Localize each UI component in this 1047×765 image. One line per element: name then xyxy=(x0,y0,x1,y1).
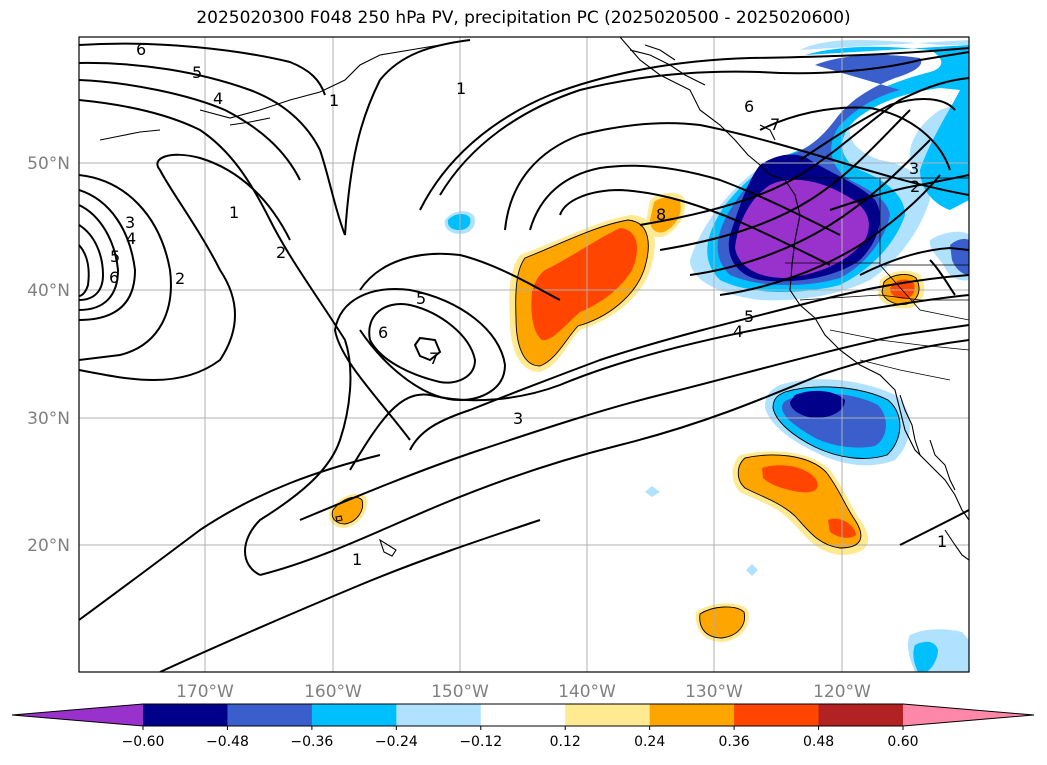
pv-label: 4 xyxy=(126,229,136,248)
colorbar-segment xyxy=(480,704,566,726)
pv-label: 7 xyxy=(429,349,439,368)
pv-label: 8 xyxy=(656,205,666,224)
colorbar-segment xyxy=(818,704,904,726)
lat-label: 50°N xyxy=(27,154,70,174)
pv-label: 1 xyxy=(329,91,339,110)
colorbar: −0.60 −0.48 −0.36 −0.24 −0.12 0.12 0.24 0.36 0.4… xyxy=(11,703,1035,750)
pv-label: 3 xyxy=(909,159,919,178)
colorbar-tick-label: −0.48 xyxy=(206,734,249,750)
pv-label: 1 xyxy=(937,532,947,551)
map-plot-area: 6 5 4 1 1 2 3 4 5 6 1 2 5 6 7 3 1 6 7 8 … xyxy=(79,37,969,672)
lon-label: 150°W xyxy=(431,682,489,702)
lon-label: 160°W xyxy=(304,682,362,702)
latitude-labels: 50°N 40°N 30°N 20°N xyxy=(27,154,70,556)
colorbar-tick-label: −0.24 xyxy=(375,734,418,750)
lat-label: 20°N xyxy=(27,536,70,556)
colorbar-segment xyxy=(143,704,228,726)
colorbar-tick-label: −0.60 xyxy=(122,734,165,750)
colorbar-tick-label: 0.12 xyxy=(550,734,581,750)
lat-label: 40°N xyxy=(27,281,70,301)
pv-label: 5 xyxy=(192,63,202,82)
pv-label: 2 xyxy=(276,243,286,262)
longitude-labels: 170°W 160°W 150°W 140°W 130°W 120°W xyxy=(176,682,871,702)
colorbar-tick-label: 0.24 xyxy=(634,734,665,750)
colorbar-segment xyxy=(311,704,397,726)
pv-label: 1 xyxy=(456,79,466,98)
colorbar-extend-high xyxy=(903,704,1034,726)
pv-label: 4 xyxy=(733,322,743,341)
map-frame xyxy=(78,36,970,673)
pv-label: 3 xyxy=(125,213,135,232)
colorbar-tick-label: 0.60 xyxy=(887,734,918,750)
chart-title: 2025020300 F048 250 hPa PV, precipitatio… xyxy=(196,8,851,28)
pv-label: 1 xyxy=(229,203,239,222)
pv-label: 3 xyxy=(513,409,523,428)
colorbar-segment xyxy=(227,704,313,726)
lon-label: 170°W xyxy=(176,682,234,702)
pv-label: 2 xyxy=(175,269,185,288)
pv-label: 6 xyxy=(744,97,754,116)
pv-label: 5 xyxy=(744,307,754,326)
colorbar-tick-label: 0.48 xyxy=(803,734,834,750)
pv-label: 6 xyxy=(136,40,146,59)
pv-label: 5 xyxy=(416,289,426,308)
colorbar-segment xyxy=(734,704,820,726)
pv-contours xyxy=(79,39,969,672)
colorbar-extend-low xyxy=(12,704,143,726)
pv-label: 6 xyxy=(378,323,388,342)
pv-label: 4 xyxy=(213,89,223,108)
pv-contour-labels: 6 5 4 1 1 2 3 4 5 6 1 2 5 6 7 3 1 6 7 8 … xyxy=(109,40,947,569)
lat-label: 30°N xyxy=(27,409,70,429)
precip-negative-shading xyxy=(444,40,969,672)
pv-label: 1 xyxy=(352,550,362,569)
pv-label: 7 xyxy=(770,115,780,134)
pv-label: 5 xyxy=(110,247,120,266)
pv-label: 6 xyxy=(109,268,119,287)
lon-label: 140°W xyxy=(558,682,616,702)
colorbar-tick-label: 0.36 xyxy=(719,734,750,750)
colorbar-tick-label: −0.12 xyxy=(459,734,502,750)
colorbar-segment xyxy=(649,704,735,726)
lon-label: 120°W xyxy=(813,682,871,702)
precip-contour-outlines xyxy=(331,219,920,639)
colorbar-tick-label: −0.36 xyxy=(290,734,333,750)
colorbar-segment xyxy=(396,704,482,726)
precip-positive-shading xyxy=(328,192,925,642)
colorbar-segment xyxy=(565,704,651,726)
lon-label: 130°W xyxy=(685,682,743,702)
map-gridlines xyxy=(79,37,969,672)
pv-label: 2 xyxy=(910,177,920,196)
